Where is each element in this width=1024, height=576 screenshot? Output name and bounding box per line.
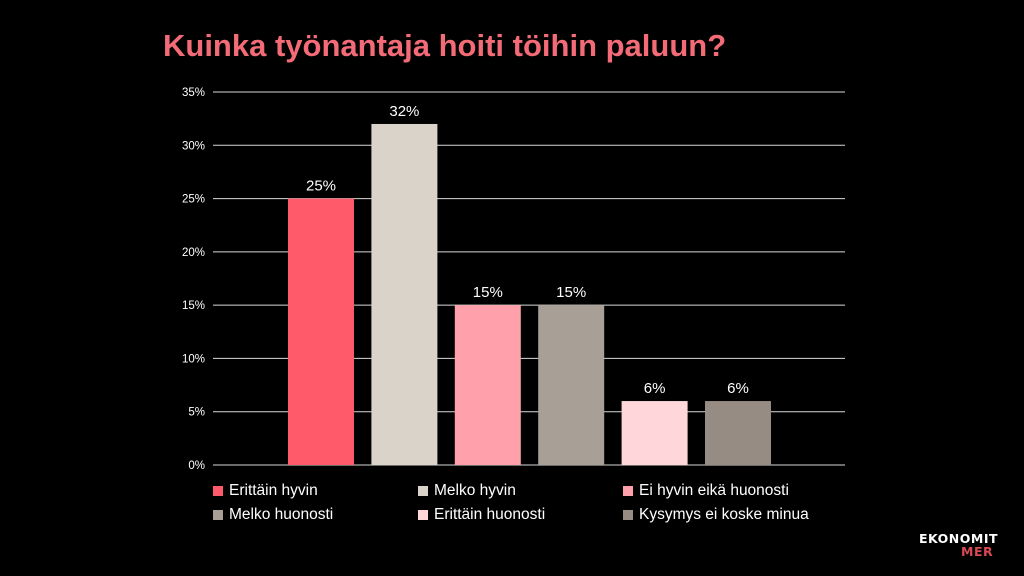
data-label: 15%	[473, 284, 503, 301]
logo-text-line2: MER	[961, 544, 994, 559]
y-tick-label: 10%	[182, 353, 205, 365]
legend-label: Ei hyvin eikä huonosti	[639, 482, 789, 499]
legend-label: Erittäin huonosti	[434, 506, 546, 523]
y-tick-label: 35%	[182, 87, 205, 99]
legend-label: Kysymys ei koske minua	[639, 506, 809, 523]
legend-swatch	[623, 486, 633, 496]
chart-title: Kuinka työnantaja hoiti töihin paluun?	[163, 28, 727, 63]
legend-swatch	[213, 486, 223, 496]
bar	[705, 401, 771, 465]
legend-label: Melko huonosti	[229, 506, 334, 523]
legend-swatch	[418, 510, 428, 520]
y-tick-label: 0%	[188, 460, 205, 472]
legend-item: Melko huonosti	[213, 506, 418, 524]
data-label: 32%	[389, 103, 419, 120]
data-label: 25%	[306, 178, 336, 195]
legend-item: Kysymys ei koske minua	[623, 506, 853, 524]
y-tick-label: 15%	[182, 300, 205, 312]
chart-legend: Erittäin hyvin Melko hyvin Ei hyvin eikä h…	[213, 482, 853, 524]
legend-item: Ei hyvin eikä huonosti	[623, 482, 853, 500]
legend-swatch	[418, 486, 428, 496]
y-tick-label: 20%	[182, 247, 205, 259]
y-tick-label: 30%	[182, 140, 205, 152]
bar	[371, 123, 438, 465]
y-tick-label: 5%	[188, 407, 205, 419]
legend-swatch	[213, 510, 223, 520]
y-tick-label: 25%	[182, 194, 205, 206]
legend-item: Erittäin hyvin	[213, 482, 418, 500]
bar	[538, 305, 605, 465]
data-label: 6%	[727, 380, 749, 397]
bar	[288, 198, 354, 466]
data-label: 15%	[556, 284, 586, 301]
ekonomit-logo: EKONOMIT MER	[919, 532, 998, 558]
logo-text-line1: EKONOMIT	[919, 531, 998, 546]
legend-label: Erittäin hyvin	[229, 482, 318, 499]
legend-item: Erittäin huonosti	[418, 506, 623, 524]
bar-chart: 0% 5% 10% 15% 20% 25% 30% 35% 25% 32% 15% 15% 6% 6%	[182, 87, 845, 472]
data-label: 6%	[644, 380, 666, 397]
legend-item: Melko hyvin	[418, 482, 623, 500]
bar	[621, 401, 688, 465]
bar	[454, 305, 521, 465]
legend-swatch	[623, 510, 633, 520]
legend-label: Melko hyvin	[434, 482, 516, 499]
